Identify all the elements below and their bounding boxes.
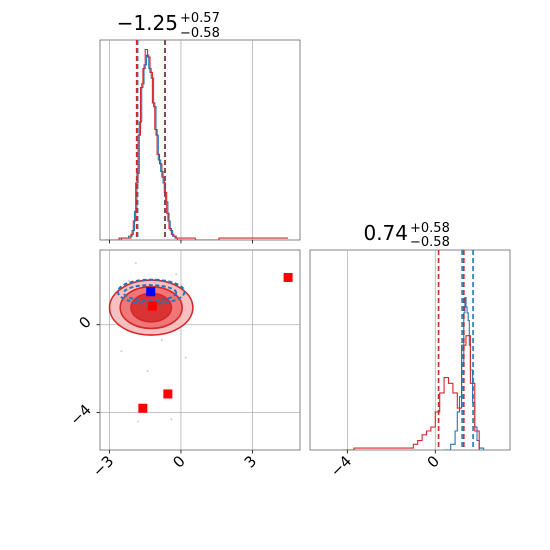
title-lower-x: −0.58 — [180, 26, 220, 41]
y-tick-labels: 0 −4 — [66, 313, 100, 429]
x-tick-label-1: 0 — [424, 452, 443, 471]
x-tick-label-2: 3 — [241, 452, 260, 471]
x-tick-label-1: 0 — [169, 452, 188, 471]
blue-contours — [116, 278, 186, 305]
marker-2 — [283, 272, 293, 282]
markers — [138, 272, 293, 413]
marker-0 — [146, 287, 156, 297]
sample-point-4 — [146, 369, 149, 372]
sample-point-11 — [160, 339, 164, 342]
x-tick-labels: −3 0 3 — [89, 450, 260, 480]
title-upper-y: +0.58 — [410, 221, 450, 236]
title-value-y: 0.74 — [363, 221, 408, 245]
density-panel-xy: −3 0 3 0 −4 — [66, 249, 301, 480]
y-tick-label-0: 0 — [75, 313, 94, 332]
x-tick-label-0: −3 — [89, 452, 117, 480]
sample-point-0 — [127, 279, 130, 282]
x-tick-label-0: −4 — [327, 452, 355, 480]
sample-point-10 — [134, 262, 137, 265]
panel-frame — [99, 39, 301, 241]
histogram-panel-x: −1.25 +0.57 −0.58 — [99, 11, 301, 244]
marker-4 — [138, 403, 148, 413]
histogram-series — [343, 297, 485, 450]
x-ticks — [109, 240, 253, 244]
histogram-series — [104, 48, 289, 240]
x-tick-labels: −4 0 — [327, 450, 443, 480]
histogram-step-0 — [444, 297, 485, 450]
title-lower-y: −0.58 — [410, 235, 450, 250]
histogram-step-1 — [104, 48, 289, 240]
sample-point-1 — [175, 273, 178, 276]
y-tick-label-1: −4 — [66, 401, 94, 429]
quantile-lines — [437, 250, 474, 450]
quantile-lines — [135, 40, 167, 240]
title-value-x: −1.25 — [117, 11, 178, 35]
blue-contour-1 — [122, 284, 178, 302]
sample-point-6 — [136, 420, 140, 423]
panel-frame — [309, 249, 511, 451]
sample-point-5 — [170, 418, 173, 421]
histogram-step-1 — [343, 335, 480, 450]
sample-point-7 — [184, 356, 187, 359]
marker-3 — [163, 389, 173, 399]
histogram-panel-y: −4 0 0.74 +0.58 −0.58 — [309, 221, 511, 480]
grid-lines — [109, 40, 253, 240]
sample-point-8 — [120, 349, 123, 353]
panel-frame — [99, 249, 301, 451]
marker-1 — [147, 301, 157, 311]
blue-contour-0 — [116, 278, 186, 305]
title-upper-x: +0.57 — [180, 11, 220, 26]
